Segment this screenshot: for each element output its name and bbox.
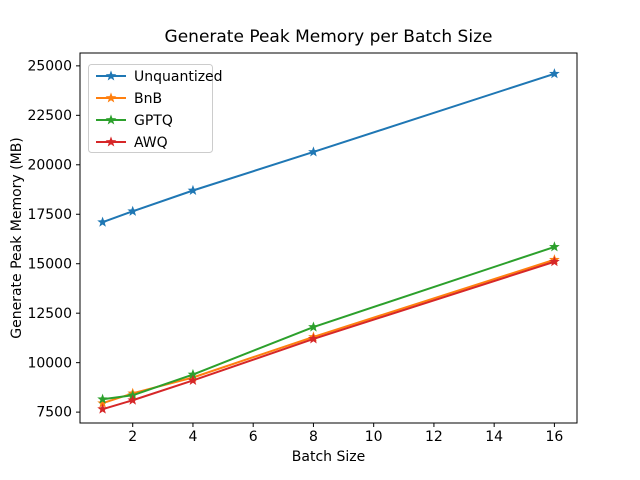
data-point-star-icon bbox=[308, 333, 319, 344]
data-point-star-icon bbox=[97, 393, 108, 404]
legend-box bbox=[88, 64, 213, 153]
data-point-star-icon bbox=[97, 397, 108, 408]
y-tick-label: 25000 bbox=[27, 58, 72, 74]
y-tick-label: 17500 bbox=[27, 207, 72, 223]
data-point-star-icon bbox=[549, 256, 560, 267]
legend-star-icon bbox=[105, 92, 117, 103]
x-tick-label: 16 bbox=[545, 429, 563, 445]
y-tick-label: 22500 bbox=[27, 108, 72, 124]
y-tick-label: 12500 bbox=[27, 306, 72, 322]
x-axis-label: Batch Size bbox=[291, 449, 366, 465]
x-tick-label: 2 bbox=[128, 429, 137, 445]
legend-label: Unquantized bbox=[134, 69, 223, 85]
data-point-star-icon bbox=[308, 146, 319, 157]
x-tick-label: 4 bbox=[188, 429, 197, 445]
data-point-star-icon bbox=[187, 368, 199, 380]
x-tick-label: 10 bbox=[365, 429, 383, 445]
x-tick-label: 12 bbox=[425, 429, 443, 445]
legend-star-icon bbox=[105, 136, 117, 147]
x-tick-label: 14 bbox=[485, 429, 503, 445]
legend-star-icon bbox=[105, 114, 117, 125]
x-tick-label: 6 bbox=[249, 429, 258, 445]
series-line-awq bbox=[101, 260, 556, 411]
y-tick-label: 20000 bbox=[27, 157, 72, 173]
chart-title: Generate Peak Memory per Batch Size bbox=[164, 27, 493, 47]
data-point-star-icon bbox=[549, 241, 560, 252]
data-point-star-icon bbox=[187, 374, 199, 385]
y-tick-label: 7500 bbox=[36, 405, 72, 421]
data-point-star-icon bbox=[308, 321, 319, 332]
series-line-gptq bbox=[101, 245, 556, 401]
data-point-star-icon bbox=[549, 68, 560, 79]
x-tick-label: 8 bbox=[309, 429, 318, 445]
data-point-star-icon bbox=[97, 216, 108, 227]
data-point-star-icon bbox=[187, 184, 199, 196]
axes-frame bbox=[79, 52, 578, 424]
y-tick-label: 10000 bbox=[27, 355, 72, 371]
legend-star-icon bbox=[105, 70, 117, 81]
legend-label: GPTQ bbox=[134, 113, 173, 129]
data-point-star-icon bbox=[127, 205, 139, 216]
data-point-star-icon bbox=[127, 394, 139, 405]
y-tick-label: 15000 bbox=[27, 256, 72, 272]
data-point-star-icon bbox=[97, 403, 108, 414]
legend-label: AWQ bbox=[134, 135, 168, 151]
legend-label: BnB bbox=[134, 91, 162, 107]
